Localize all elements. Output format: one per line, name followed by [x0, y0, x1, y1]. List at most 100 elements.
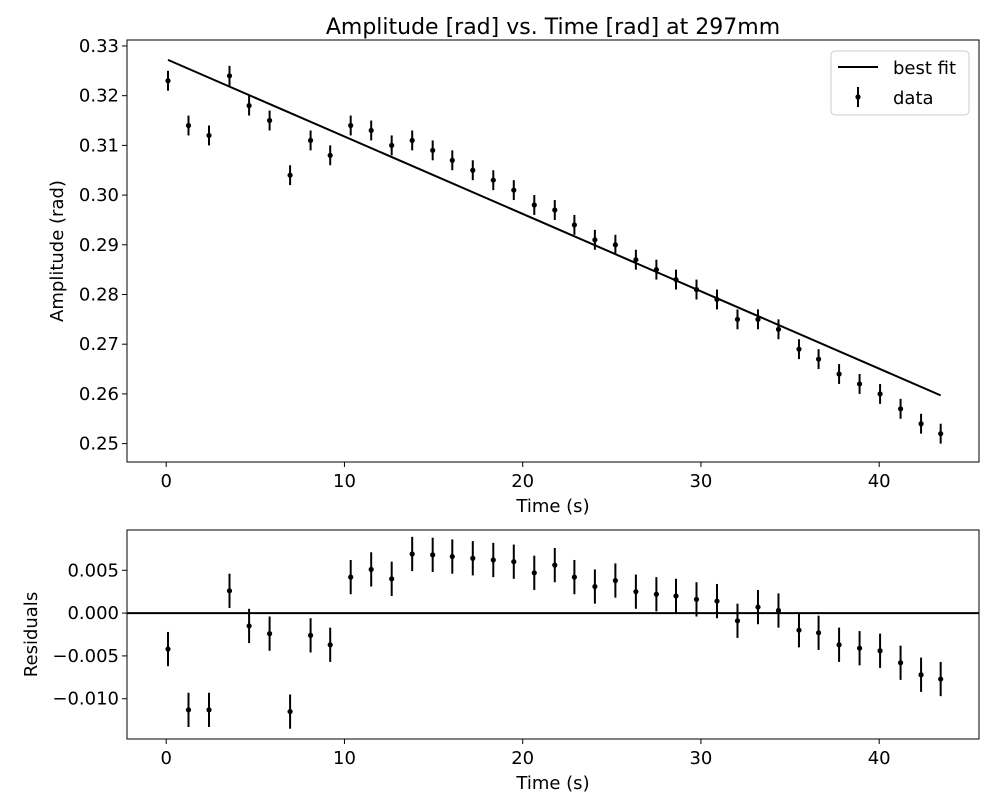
data-point [246, 103, 252, 109]
data-point [389, 576, 395, 582]
data-point [856, 645, 863, 651]
data-point [734, 618, 741, 624]
data-point [490, 557, 496, 563]
data-point [693, 596, 700, 602]
data-point [266, 117, 273, 124]
data-point [246, 623, 252, 629]
plot-frame [126, 529, 980, 740]
data-point [531, 570, 537, 576]
data-point [185, 122, 192, 129]
data-point [796, 627, 802, 633]
y-tick-label: 0.25 [79, 434, 119, 455]
data-point [165, 646, 171, 652]
data-point [449, 553, 455, 560]
y-tick-label: 0.29 [79, 235, 119, 256]
y-axis-label: Amplitude (rad) [47, 180, 68, 322]
data-point [571, 574, 577, 580]
data-point [511, 187, 517, 193]
data-point [389, 142, 395, 148]
data-point [734, 316, 741, 322]
data-point [307, 137, 314, 144]
data-point [938, 431, 944, 437]
x-tick-label: 10 [333, 748, 356, 769]
data-point [409, 551, 415, 557]
data-point [287, 708, 293, 715]
data-point [673, 593, 679, 599]
data-point [226, 588, 233, 594]
x-tick-label: 30 [689, 748, 712, 769]
data-point [206, 132, 212, 139]
x-tick-label: 0 [160, 748, 171, 769]
data-point [856, 381, 863, 387]
data-point [836, 642, 842, 648]
best-fit-line [167, 58, 942, 397]
data-point [815, 630, 822, 636]
data-point [511, 559, 517, 565]
plot-frame [126, 39, 980, 463]
data-point [449, 157, 455, 163]
y-tick-label: 0.000 [67, 603, 119, 624]
data-point [836, 371, 842, 377]
y-tick-label: 0.33 [79, 36, 119, 57]
y-tick-label: 0.28 [79, 284, 119, 305]
data-point [430, 552, 436, 558]
y-tick-label: 0.27 [79, 334, 119, 355]
x-axis-label: Time (s) [515, 496, 589, 517]
data-point [815, 356, 822, 362]
data-point [206, 707, 212, 713]
data-point [490, 177, 496, 183]
legend-point-swatch [855, 94, 861, 100]
data-point [470, 555, 476, 561]
data-point [571, 222, 577, 228]
data-point [897, 406, 904, 412]
data-point [633, 589, 639, 595]
y-tick-label: 0.30 [79, 185, 119, 206]
residuals-plot: 0 10 20 30 40 −0.010 −0.005 0.000 0.005 Time (s) R… [21, 529, 980, 794]
x-tick-label: 20 [511, 748, 534, 769]
data-point [796, 346, 802, 352]
data-point [897, 660, 904, 666]
x-tick-label: 10 [333, 471, 356, 492]
x-tick-label: 20 [511, 471, 534, 492]
data-point [612, 242, 618, 248]
data-point [327, 152, 333, 158]
data-point [714, 598, 720, 604]
data-point [877, 391, 883, 397]
y-tick-label: 0.26 [79, 384, 119, 405]
y-tick-label: 0.005 [67, 560, 119, 581]
data-point [775, 607, 782, 614]
amplitude-plot: 0 10 20 30 40 0.25 0.26 0.27 0.28 0.29 0.30 0.31 0.3… [47, 36, 980, 517]
data-point [592, 237, 598, 243]
y-tick-label: −0.005 [52, 646, 119, 667]
data-point [938, 676, 944, 682]
y-tick-label: 0.31 [79, 135, 119, 156]
chart-title: Amplitude [rad] vs. Time [rad] at 297mm [326, 15, 780, 40]
data-point [552, 207, 558, 213]
data-point [327, 642, 333, 648]
data-point [918, 672, 924, 678]
x-tick-label: 40 [868, 748, 891, 769]
x-axis-label: Time (s) [515, 773, 589, 794]
legend-label-data: data [893, 88, 934, 109]
data-point [653, 591, 659, 597]
data-point [368, 127, 374, 134]
data-point [165, 78, 171, 84]
data-point [430, 147, 436, 153]
legend-label-best-fit: best fit [893, 58, 956, 79]
y-tick-label: −0.010 [52, 689, 119, 710]
x-tick-label: 40 [868, 471, 891, 492]
data-point [612, 577, 618, 584]
data-point [531, 202, 537, 208]
data-point [348, 574, 354, 580]
legend: best fit data [830, 50, 970, 116]
data-point [877, 648, 883, 654]
data-point [348, 122, 354, 129]
data-point [552, 562, 558, 568]
y-axis-label: Residuals [21, 592, 42, 677]
data-point [185, 707, 192, 713]
data-point [755, 604, 761, 610]
data-point [755, 316, 761, 322]
x-tick-label: 0 [160, 471, 171, 492]
data-point [287, 172, 293, 178]
